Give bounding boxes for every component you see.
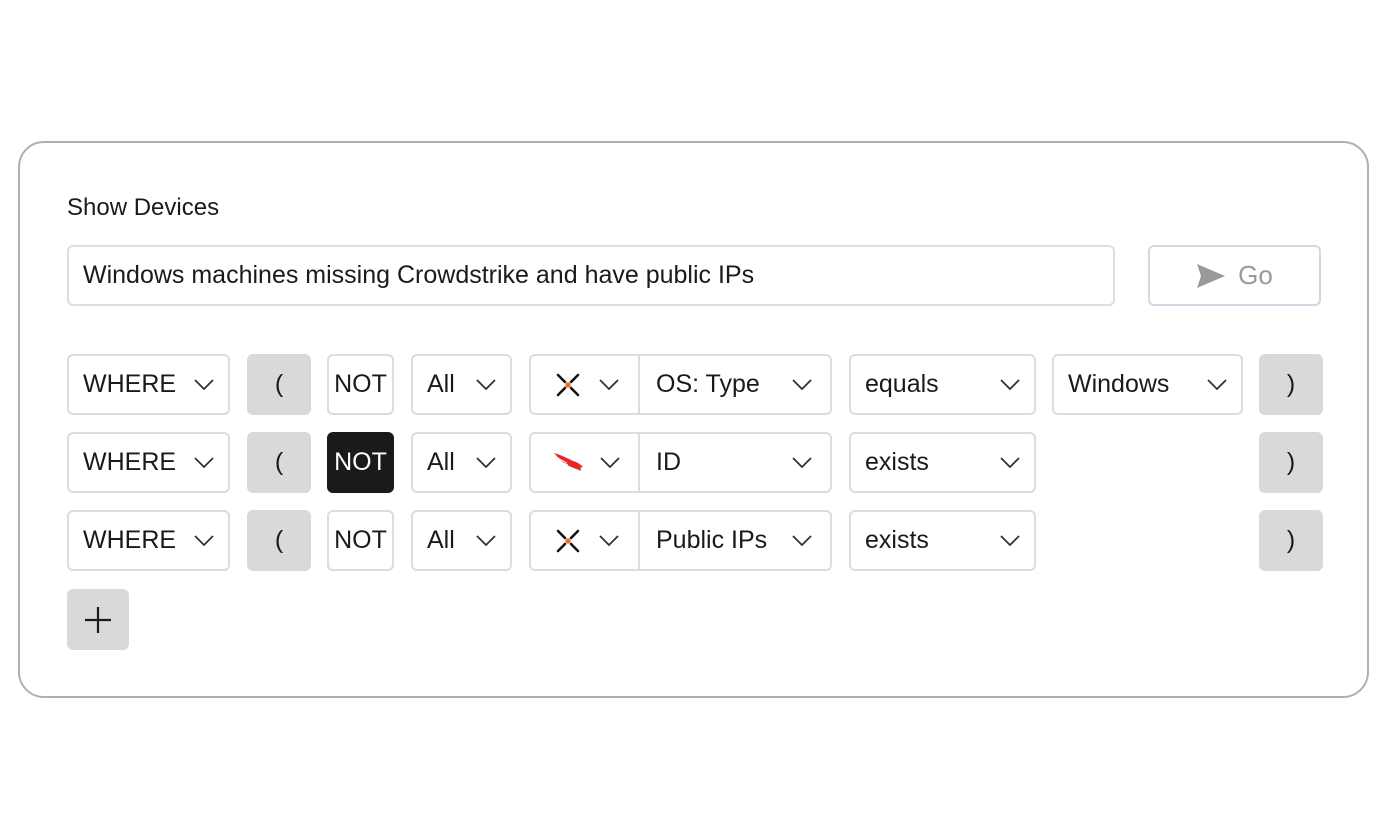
operator-select[interactable]: equals (849, 354, 1036, 415)
field-picker: Public IPs (529, 510, 832, 571)
chevron-down-icon (599, 378, 619, 390)
chevron-down-icon (476, 534, 496, 546)
add-condition-button[interactable] (67, 589, 129, 650)
field-label: OS: Type (656, 370, 760, 398)
chevron-down-icon (792, 378, 812, 390)
not-toggle[interactable]: NOT (327, 354, 394, 415)
clause-select[interactable]: WHERE (67, 432, 230, 493)
close-paren-label: ) (1286, 370, 1296, 398)
axonius-adapter-icon (556, 529, 580, 552)
field-select[interactable]: ID (640, 434, 830, 491)
clause-select[interactable]: WHERE (67, 354, 230, 415)
quantifier-select[interactable]: All (411, 510, 512, 571)
value-select[interactable]: Windows (1052, 354, 1243, 415)
go-label: Go (1238, 260, 1273, 290)
axonius-adapter-icon (556, 373, 580, 396)
chevron-down-icon (599, 534, 619, 546)
open-paren-toggle[interactable]: ( (247, 510, 311, 571)
operator-select[interactable]: exists (849, 510, 1036, 571)
quantifier-label: All (427, 370, 455, 398)
send-icon (1197, 263, 1226, 288)
open-paren-label: ( (274, 370, 284, 398)
quantifier-label: All (427, 526, 455, 554)
chevron-down-icon (194, 378, 214, 390)
field-label: Public IPs (656, 526, 768, 554)
chevron-down-icon (792, 456, 812, 468)
close-paren-label: ) (1286, 448, 1296, 476)
field-select[interactable]: OS: Type (640, 356, 830, 413)
not-label: NOT (334, 448, 387, 476)
chevron-down-icon (792, 534, 812, 546)
panel-title: Show Devices (67, 194, 220, 221)
not-toggle[interactable]: NOT (327, 510, 394, 571)
field-picker: OS: Type (529, 354, 832, 415)
chevron-down-icon (600, 456, 620, 468)
operator-label: equals (865, 370, 939, 398)
query-builder-panel (18, 141, 1369, 698)
chevron-down-icon (476, 456, 496, 468)
quantifier-label: All (427, 448, 455, 476)
open-paren-toggle[interactable]: ( (247, 354, 311, 415)
go-button[interactable]: Go (1148, 245, 1321, 306)
adapter-select[interactable] (531, 356, 640, 413)
chevron-down-icon (1000, 534, 1020, 546)
plus-icon (85, 606, 111, 633)
clause-label: WHERE (83, 448, 177, 476)
adapter-select[interactable] (531, 512, 640, 569)
open-paren-label: ( (274, 448, 284, 476)
clause-label: WHERE (83, 370, 177, 398)
quantifier-select[interactable]: All (411, 354, 512, 415)
open-paren-label: ( (274, 526, 284, 554)
field-picker: ID (529, 432, 832, 493)
not-toggle[interactable]: NOT (327, 432, 394, 493)
field-label: ID (656, 448, 681, 476)
clause-label: WHERE (83, 526, 177, 554)
chevron-down-icon (1207, 378, 1227, 390)
close-paren-toggle[interactable]: ) (1259, 432, 1323, 493)
chevron-down-icon (476, 378, 496, 390)
operator-label: exists (865, 526, 929, 554)
query-input[interactable] (67, 245, 1115, 306)
field-select[interactable]: Public IPs (640, 512, 830, 569)
quantifier-select[interactable]: All (411, 432, 512, 493)
chevron-down-icon (194, 534, 214, 546)
open-paren-toggle[interactable]: ( (247, 432, 311, 493)
chevron-down-icon (1000, 378, 1020, 390)
not-label: NOT (334, 526, 387, 554)
not-label: NOT (334, 370, 387, 398)
operator-select[interactable]: exists (849, 432, 1036, 493)
value-label: Windows (1068, 370, 1170, 398)
close-paren-toggle[interactable]: ) (1259, 354, 1323, 415)
close-paren-toggle[interactable]: ) (1259, 510, 1323, 571)
adapter-select[interactable] (531, 434, 640, 491)
chevron-down-icon (194, 456, 214, 468)
operator-label: exists (865, 448, 929, 476)
chevron-down-icon (1000, 456, 1020, 468)
close-paren-label: ) (1286, 526, 1296, 554)
crowdstrike-falcon-icon (553, 452, 583, 471)
clause-select[interactable]: WHERE (67, 510, 230, 571)
